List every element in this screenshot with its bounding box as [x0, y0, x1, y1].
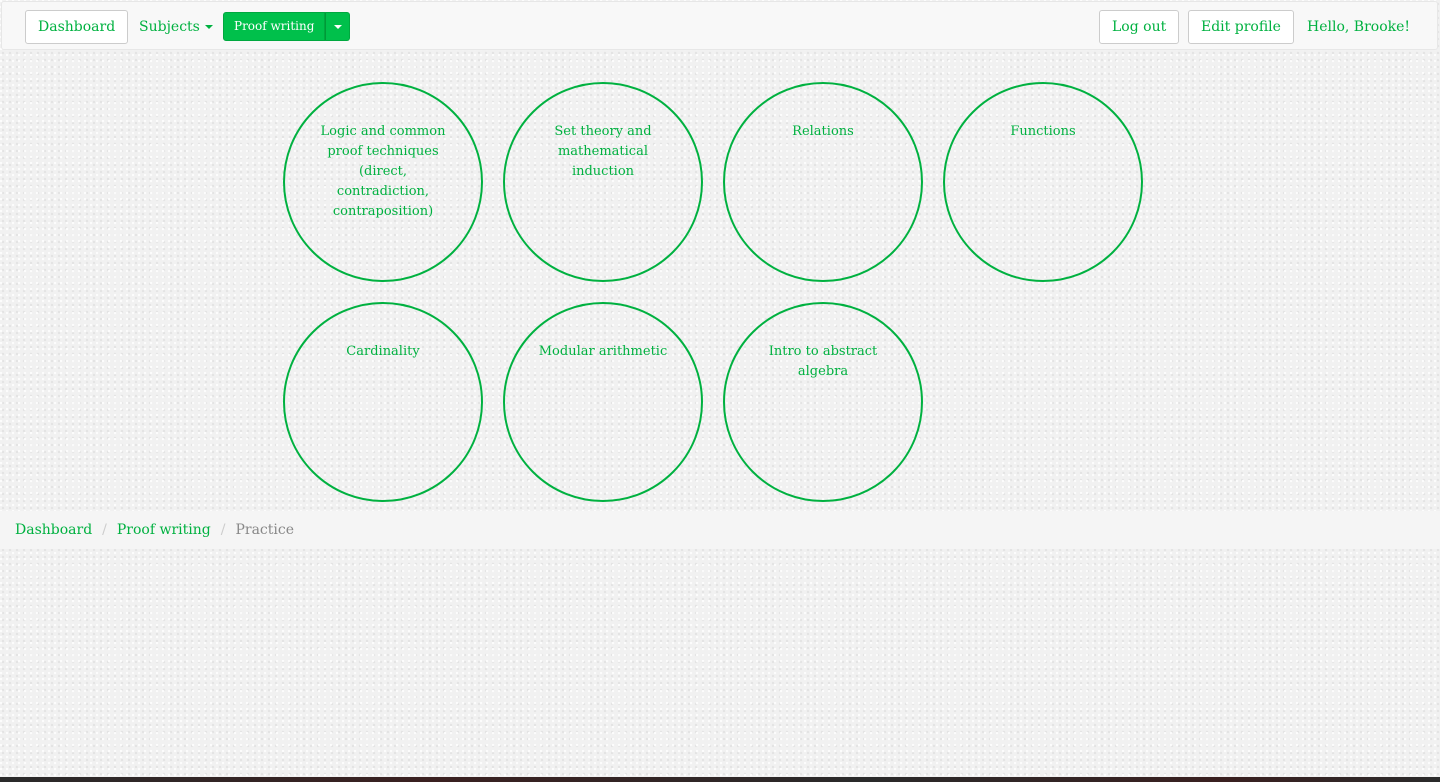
topic-circle-functions[interactable]: Functions — [943, 82, 1143, 282]
topic-label: Relations — [792, 124, 854, 139]
chevron-down-icon — [333, 24, 342, 29]
topic-circle-modular-arithmetic[interactable]: Modular arithmetic — [503, 302, 703, 502]
topic-label: Modular arithmetic — [538, 344, 668, 359]
topic-label: Intro to abstract algebra — [768, 344, 878, 379]
topic-circle-relations[interactable]: Relations — [723, 82, 923, 282]
subjects-label: Subjects — [139, 19, 200, 35]
window-bottom-edge — [0, 777, 1440, 782]
topic-circle-cardinality[interactable]: Cardinality — [283, 302, 483, 502]
topic-label: Logic and common proof techniques (direc… — [320, 124, 446, 219]
subjects-dropdown[interactable]: Subjects — [139, 10, 213, 44]
chevron-down-icon — [204, 25, 213, 29]
dashboard-button[interactable]: Dashboard — [25, 10, 129, 44]
logout-button[interactable]: Log out — [1099, 10, 1180, 44]
topic-label: Functions — [1010, 124, 1076, 139]
top-navbar: Dashboard Subjects Proof writing Log out… — [1, 1, 1438, 50]
topic-circle-abstract-algebra[interactable]: Intro to abstract algebra — [723, 302, 923, 502]
breadcrumb-separator: / — [220, 522, 226, 538]
topic-circle-logic[interactable]: Logic and common proof techniques (direc… — [283, 82, 483, 282]
subject-dropdown-toggle[interactable] — [325, 12, 351, 41]
breadcrumb-proof-writing[interactable]: Proof writing — [116, 522, 211, 538]
user-greeting[interactable]: Hello, Brooke! — [1307, 19, 1411, 35]
topic-label: Set theory and mathematical induction — [554, 124, 652, 179]
breadcrumb-current: Practice — [235, 522, 294, 538]
topic-label: Cardinality — [346, 344, 420, 359]
breadcrumb-dashboard[interactable]: Dashboard — [15, 522, 93, 538]
current-subject-button[interactable]: Proof writing — [223, 12, 326, 41]
breadcrumb-separator: / — [102, 522, 107, 538]
topic-circle-set-theory[interactable]: Set theory and mathematical induction — [503, 82, 703, 282]
edit-profile-button[interactable]: Edit profile — [1188, 10, 1294, 44]
breadcrumb: Dashboard / Proof writing / Practice — [0, 511, 1440, 549]
subject-split-button: Proof writing — [223, 12, 351, 41]
